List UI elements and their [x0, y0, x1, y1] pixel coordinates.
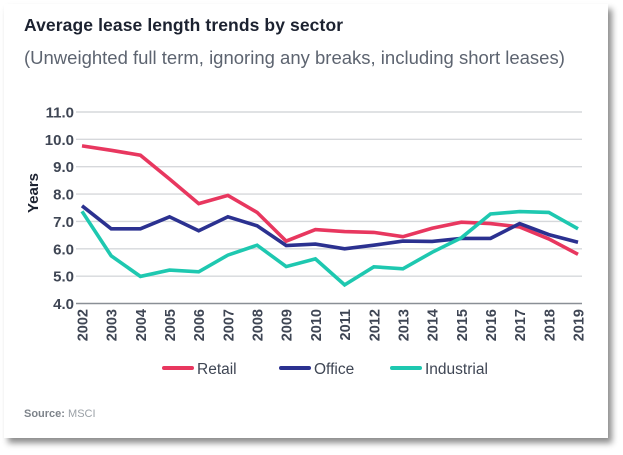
chart-title: Average lease length trends by sector [24, 15, 344, 35]
gridlines [76, 111, 582, 305]
legend-label-office: Office [314, 361, 354, 378]
x-tick-label: 2018 [542, 309, 558, 341]
chart-subtitle: (Unweighted full term, ignoring any brea… [24, 47, 565, 68]
y-axis-ticks: 4.0 5.0 6.0 7.0 8.0 9.0 10.0 11.0 [45, 105, 74, 314]
y-tick-label: 9.0 [53, 159, 74, 176]
y-tick-label: 5.0 [53, 269, 74, 286]
y-tick-label: 10.0 [45, 132, 74, 149]
x-tick-label: 2014 [426, 309, 442, 341]
y-tick-label: 7.0 [53, 214, 74, 231]
x-tick-label: 2007 [221, 309, 237, 341]
y-axis-label: Years [25, 173, 42, 213]
x-tick-label: 2010 [309, 309, 325, 341]
x-tick-label: 2006 [192, 309, 208, 341]
series-line-office [80, 204, 579, 251]
x-tick-label: 2008 [251, 309, 267, 341]
x-tick-label: 2019 [572, 309, 588, 341]
x-tick-label: 2003 [105, 309, 121, 341]
series-line-industrial [80, 209, 579, 288]
series-lines [80, 144, 579, 288]
x-tick-label: 2015 [455, 309, 471, 341]
legend-label-retail: Retail [197, 361, 237, 378]
x-tick-label: 2013 [396, 309, 412, 341]
source-label: Source: [24, 408, 65, 420]
source-note: Source: MSCI [24, 408, 96, 420]
x-tick-label: 2004 [134, 309, 150, 341]
x-tick-label: 2017 [513, 309, 529, 341]
x-tick-label: 2016 [484, 309, 500, 341]
source-value: MSCI [68, 408, 96, 420]
x-tick-label: 2011 [338, 309, 354, 340]
x-tick-label: 2012 [367, 309, 383, 341]
x-tick-label: 2009 [280, 309, 296, 341]
x-tick-label: 2005 [163, 309, 179, 341]
x-tick-label: 2002 [76, 309, 92, 341]
series-line-retail [81, 144, 579, 256]
legend: Retail Office Industrial [162, 361, 488, 378]
legend-label-industrial: Industrial [425, 361, 488, 378]
x-axis-ticks: 2002 2003 2004 2005 2006 2007 2008 2009 2010 2011… [76, 309, 588, 341]
y-tick-label: 4.0 [53, 296, 74, 313]
y-tick-label: 6.0 [53, 241, 74, 258]
y-tick-label: 8.0 [53, 187, 74, 204]
y-tick-label: 11.0 [46, 105, 74, 122]
